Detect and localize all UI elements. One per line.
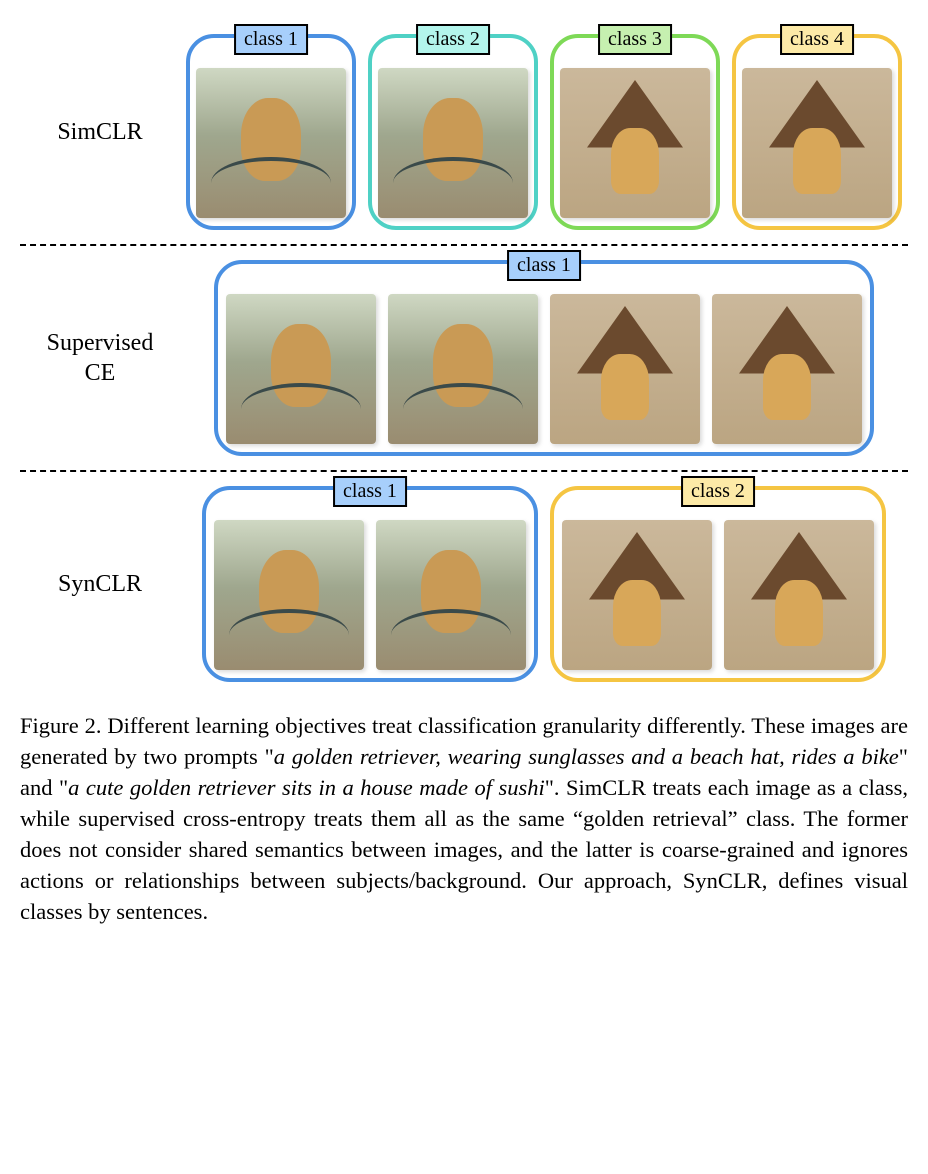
divider <box>20 470 908 472</box>
class-label-4: class 4 <box>780 24 854 55</box>
divider <box>20 244 908 246</box>
group-simclr-4: class 4 <box>732 34 902 230</box>
row-simclr: SimCLR class 1 class 2 class 3 class 4 <box>20 34 908 230</box>
sample-image <box>214 520 364 670</box>
sample-image <box>712 294 862 444</box>
row-label-line2: CE <box>85 360 116 386</box>
class-label-2: class 2 <box>681 476 755 507</box>
group-synclr-1: class 1 <box>202 486 538 682</box>
sample-image <box>226 294 376 444</box>
row-supervised-ce: Supervised CE class 1 <box>20 260 908 456</box>
sample-image <box>376 520 526 670</box>
row-label-synclr: SynCLR <box>20 569 180 599</box>
group-simclr-2: class 2 <box>368 34 538 230</box>
class-label-3: class 3 <box>598 24 672 55</box>
sample-image <box>550 294 700 444</box>
figure-caption: Figure 2. Different learning objectives … <box>20 710 908 927</box>
caption-figure-label: Figure 2. <box>20 713 102 738</box>
row-label-line1: Supervised <box>47 330 154 356</box>
sample-image <box>724 520 874 670</box>
sample-image <box>378 68 528 218</box>
sample-image <box>388 294 538 444</box>
sample-image <box>196 68 346 218</box>
figure-2: SimCLR class 1 class 2 class 3 class 4 S… <box>20 34 908 927</box>
class-label-2: class 2 <box>416 24 490 55</box>
row-synclr: SynCLR class 1 class 2 <box>20 486 908 682</box>
row-content-supervised-ce: class 1 <box>180 260 908 456</box>
group-supervised-1: class 1 <box>214 260 874 456</box>
row-content-simclr: class 1 class 2 class 3 class 4 <box>180 34 908 230</box>
sample-image <box>742 68 892 218</box>
group-simclr-3: class 3 <box>550 34 720 230</box>
sample-image <box>560 68 710 218</box>
row-label-simclr: SimCLR <box>20 117 180 147</box>
class-label-1: class 1 <box>333 476 407 507</box>
class-label-1: class 1 <box>234 24 308 55</box>
row-label-supervised-ce: Supervised CE <box>20 328 180 388</box>
class-label-1: class 1 <box>507 250 581 281</box>
group-synclr-2: class 2 <box>550 486 886 682</box>
caption-prompt-1: a golden retriever, wearing sunglasses a… <box>274 744 899 769</box>
row-content-synclr: class 1 class 2 <box>180 486 908 682</box>
sample-image <box>562 520 712 670</box>
group-simclr-1: class 1 <box>186 34 356 230</box>
caption-prompt-2: a cute golden retriever sits in a house … <box>68 775 545 800</box>
